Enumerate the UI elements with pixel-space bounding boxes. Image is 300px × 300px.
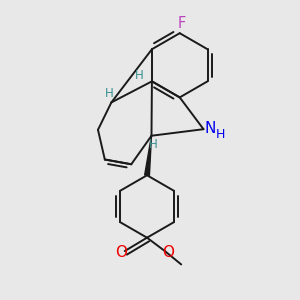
Polygon shape <box>145 136 152 175</box>
Text: N: N <box>204 121 216 136</box>
Text: H: H <box>135 70 144 83</box>
Text: F: F <box>178 16 186 31</box>
Text: H: H <box>148 138 157 151</box>
Text: O: O <box>162 245 174 260</box>
Text: H: H <box>216 128 225 141</box>
Text: O: O <box>115 245 127 260</box>
Text: H: H <box>105 87 113 100</box>
